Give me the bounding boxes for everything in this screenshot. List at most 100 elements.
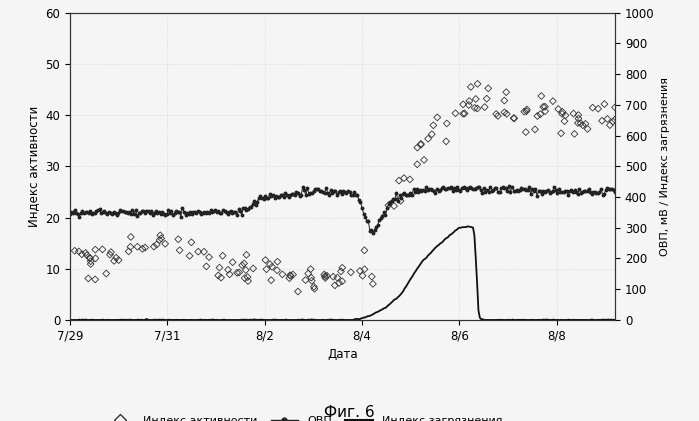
Point	[184, 253, 195, 259]
Point	[159, 240, 171, 247]
Point	[415, 141, 426, 147]
Point	[284, 275, 295, 282]
Point	[137, 245, 148, 252]
Point	[85, 255, 96, 261]
Point	[540, 103, 551, 110]
Point	[572, 120, 584, 126]
Point	[215, 274, 226, 281]
Point	[521, 106, 533, 113]
Point	[277, 271, 288, 278]
Point	[125, 243, 136, 250]
Point	[151, 241, 162, 248]
Point	[84, 255, 95, 261]
Point	[491, 111, 502, 117]
Point	[85, 261, 96, 267]
Point	[441, 120, 452, 127]
Point	[242, 274, 253, 280]
Point	[419, 157, 430, 163]
Point	[328, 273, 339, 280]
Point	[568, 110, 579, 117]
Point	[367, 280, 378, 287]
Point	[89, 276, 101, 283]
Point	[264, 261, 275, 267]
Point	[238, 260, 250, 267]
Point	[319, 274, 331, 281]
Point	[610, 104, 621, 111]
Point	[458, 110, 469, 117]
Point	[306, 277, 317, 284]
Point	[532, 113, 543, 120]
Point	[412, 161, 423, 168]
Point	[154, 237, 165, 243]
Point	[560, 112, 571, 119]
Point	[322, 272, 333, 279]
Point	[106, 249, 117, 256]
Point	[412, 144, 423, 151]
Point	[395, 197, 406, 204]
Point	[233, 269, 245, 276]
Point	[247, 265, 259, 272]
Point	[345, 269, 356, 276]
Point	[309, 285, 320, 292]
Point	[481, 95, 492, 102]
Point	[359, 266, 370, 273]
Point	[199, 248, 210, 255]
Point	[463, 98, 475, 104]
Legend: Индекс активности, ОВП, Индекс загрязнения: Индекс активности, ОВП, Индекс загрязнен…	[102, 412, 507, 421]
Point	[186, 239, 197, 246]
X-axis label: Дата: Дата	[327, 348, 358, 361]
Point	[261, 266, 272, 272]
Point	[336, 278, 347, 285]
Point	[383, 202, 394, 209]
Point	[337, 264, 348, 271]
Point	[582, 125, 593, 132]
Point	[610, 116, 621, 123]
Point	[593, 105, 604, 112]
Point	[97, 246, 108, 253]
Point	[472, 80, 483, 87]
Point	[260, 257, 271, 264]
Point	[336, 268, 347, 275]
Point	[519, 108, 530, 115]
Point	[240, 266, 252, 273]
Point	[76, 251, 87, 258]
Point	[459, 110, 470, 117]
Point	[222, 266, 233, 273]
Point	[212, 272, 224, 279]
Point	[284, 272, 296, 279]
Point	[85, 258, 96, 265]
Point	[174, 247, 185, 253]
Point	[540, 108, 551, 115]
Point	[604, 122, 615, 128]
Point	[422, 135, 433, 142]
Point	[80, 250, 91, 256]
Point	[101, 270, 112, 277]
Point	[231, 269, 243, 276]
Point	[458, 101, 469, 108]
Point	[398, 175, 410, 181]
Point	[359, 247, 370, 254]
Point	[73, 248, 85, 255]
Point	[587, 104, 598, 111]
Point	[156, 235, 167, 242]
Point	[466, 83, 477, 90]
Point	[201, 263, 212, 270]
Point	[482, 85, 493, 92]
Point	[303, 270, 314, 277]
Point	[553, 106, 564, 112]
Point	[569, 131, 580, 137]
Point	[284, 272, 296, 279]
Point	[332, 274, 343, 281]
Point	[602, 116, 613, 123]
Point	[125, 234, 136, 240]
Point	[148, 243, 159, 250]
Point	[333, 280, 345, 286]
Point	[266, 277, 277, 284]
Point	[463, 101, 475, 108]
Point	[450, 110, 461, 117]
Point	[432, 114, 443, 121]
Y-axis label: ОВП, мВ / Индекс загрязнения: ОВП, мВ / Индекс загрязнения	[660, 77, 670, 256]
Point	[580, 120, 591, 127]
Point	[520, 129, 531, 136]
Point	[89, 246, 101, 253]
